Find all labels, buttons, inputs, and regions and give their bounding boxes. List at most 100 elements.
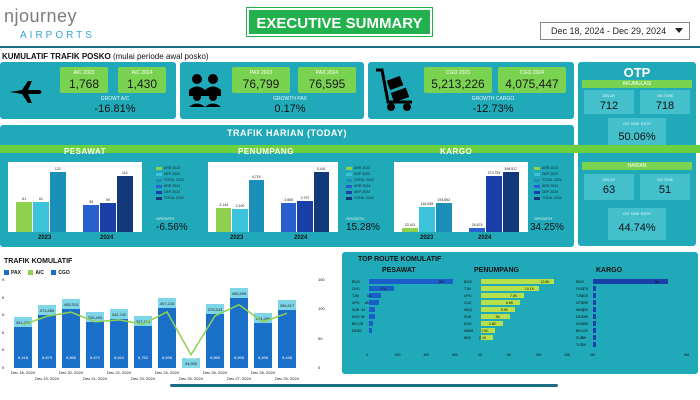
axis-tick-label: 600	[452, 353, 458, 357]
top-route-row: BKI 12K	[576, 328, 692, 334]
route-name: MKQ	[576, 308, 584, 312]
penumpang-growth-value: 15.28%	[346, 222, 380, 233]
harian-penumpang-header: PENUMPANG	[238, 147, 294, 156]
komulatif-inner-label: 6,672	[89, 355, 100, 360]
top-route-row: KNO 39	[352, 314, 460, 320]
injourney-logo: njourney AIRPORTS	[0, 4, 110, 44]
cargo-trolley-icon	[376, 68, 412, 111]
route-bar	[481, 300, 520, 305]
route-value: 15K	[582, 322, 589, 326]
komulatif-bar-cap	[14, 316, 32, 327]
harian-bar-label: 2,797	[300, 196, 310, 201]
top-route-axis: 0M 5M	[590, 353, 692, 359]
legend-pax: PAX	[4, 270, 21, 276]
trafik-komulatif-title: TRAFIK KOMULATIF	[4, 258, 73, 265]
komulatif-inner-label: 6,865	[209, 355, 220, 360]
komulatif-bar-label: 407,216	[159, 301, 175, 307]
komulatif-bar	[254, 312, 272, 368]
route-value: 22	[358, 329, 363, 333]
top-route-row: BKI 28	[352, 321, 460, 327]
komulatif-x-label: Dec 26, 2024	[203, 370, 227, 375]
route-bar	[593, 293, 596, 298]
route-value: 2.1K	[479, 336, 487, 340]
kargo-growth-label: GROWTH	[534, 216, 553, 221]
komulatif-bar	[158, 298, 176, 368]
komulatif-inner-label: 5,448	[281, 355, 292, 360]
harian-pesawat-chart: 61 61 122 55 59 114	[8, 162, 142, 232]
harian-bar-label: 2,665	[284, 197, 294, 202]
axis-tick-label: 0K	[478, 353, 483, 357]
komulatif-y-left-label: K	[2, 312, 5, 318]
route-value: 4M	[654, 280, 660, 284]
komulatif-y-right-label: 50	[318, 335, 323, 341]
route-value: 176	[380, 287, 387, 291]
legend-item: ARR 2023	[534, 165, 562, 171]
otp-card: OTP AKUMULASI DELAY 712 ON TIME 718 ON TIM…	[578, 62, 696, 246]
harian-bar-label: 122	[54, 167, 61, 171]
pesawat-growth-value: -6.56%	[156, 222, 188, 233]
ac-2023-box: A/C 2023 1,768	[60, 67, 108, 93]
kumulatif-kargo-card: CGO 2023 5,213,226 CGO 2024 4,075,447 GR…	[368, 62, 574, 119]
harian-bar	[486, 175, 502, 232]
date-range-picker[interactable]: Dec 18, 2024 - Dec 29, 2024	[540, 22, 690, 40]
route-bar	[369, 314, 375, 319]
top-route-row: SUB 44	[352, 307, 460, 313]
otp-akumulasi-ontime: ON TIME 718	[640, 90, 690, 114]
legend-item: TOTAL 2023	[156, 177, 184, 183]
komulatif-y-right-label: 0	[318, 365, 321, 370]
route-name: WMM	[464, 329, 474, 333]
top-route-penumpang-chart: BWX 12.8K TJM 10.1K UPG 7.5K CGK 6.8K MKQ 5.9K SUB…	[464, 279, 572, 359]
passengers-icon	[189, 74, 221, 107]
komulatif-x-label: Dec 25, 2024	[179, 376, 203, 381]
komulatif-bar-cap	[230, 288, 248, 299]
legend-item: DEP 2024	[534, 189, 562, 195]
top-route-kargo-chart: BWX 4M CKG 37K TJM 31K UPG 29K MKQ 22K DEX 18K KNO 15…	[576, 279, 692, 359]
route-bar	[481, 286, 539, 291]
harian-bar	[502, 172, 519, 232]
komulatif-bar	[86, 312, 104, 368]
harian-bar	[116, 175, 133, 232]
komulatif-bar	[62, 298, 80, 368]
scrollbar[interactable]	[170, 384, 558, 387]
pax-2023-box: PAX 2023 76,799	[232, 67, 290, 93]
komulatif-x-label: Dec 21, 2024	[83, 376, 107, 381]
date-range-value: Dec 18, 2024 - Dec 29, 2024	[551, 26, 667, 36]
top-route-row: DEX 22	[352, 328, 460, 334]
top-route-row: BWX 12.8K	[464, 279, 572, 285]
year-2023-label: 2023	[38, 235, 52, 241]
route-name: CKG	[352, 287, 360, 291]
legend-item: ARR 2023	[156, 165, 184, 171]
penumpang-growth-label: GROWTH	[346, 216, 365, 221]
top-route-row: TJM 10.1K	[464, 286, 572, 292]
komulatif-inner-label: 4,210	[185, 355, 196, 360]
legend-item: ARR 2023	[346, 165, 374, 171]
harian-bar-label: 5,441	[316, 167, 326, 171]
legend-item: DEP 2023	[346, 171, 374, 177]
route-value: 583	[438, 280, 445, 284]
harian-pesawat-legend: ARR 2023 DEP 2023 TOTAL 2023 ARR 2024 DEP 20…	[156, 165, 184, 201]
harian-kargo-legend: ARR 2023 DEP 2023 TOTAL 2023 ARR 2024 DEP 20…	[534, 165, 562, 201]
route-bar	[369, 293, 382, 298]
route-name: BWX	[576, 280, 584, 284]
komulatif-bar	[110, 309, 128, 368]
harian-bar-label: 114	[121, 170, 128, 175]
harian-bar-label: 373,753	[487, 170, 501, 175]
komulatif-bar-label: 326,493	[87, 315, 103, 321]
komulatif-inner-label: 6,752	[137, 355, 148, 360]
route-value: 9K	[582, 336, 587, 340]
harian-bar-label: 22,411	[405, 223, 416, 227]
harian-bar	[281, 202, 297, 232]
route-bar	[593, 300, 596, 305]
route-name: BEK	[464, 336, 472, 340]
legend-item: ARR 2024	[534, 183, 562, 189]
route-bar	[593, 314, 596, 319]
header-divider	[0, 46, 700, 48]
route-value: 2.5K	[481, 329, 489, 333]
top-route-kargo-header: KARGO	[596, 267, 623, 274]
trafik-harian-header-bar	[0, 145, 700, 153]
top-route-row: UPG 68	[352, 300, 460, 306]
axis-tick-label: 0	[366, 353, 368, 357]
legend-item: TOTAL 2024	[156, 195, 184, 201]
year-2024-label: 2024	[294, 235, 308, 241]
top-route-row: TUT 6K	[576, 342, 692, 348]
